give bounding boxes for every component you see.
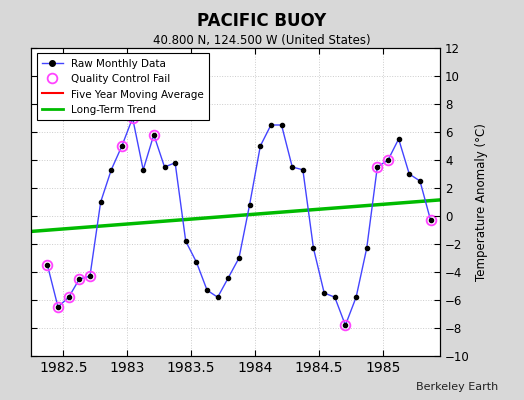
Legend: Raw Monthly Data, Quality Control Fail, Five Year Moving Average, Long-Term Tren: Raw Monthly Data, Quality Control Fail, … xyxy=(37,53,209,120)
Text: 40.800 N, 124.500 W (United States): 40.800 N, 124.500 W (United States) xyxy=(153,34,371,47)
Y-axis label: Temperature Anomaly (°C): Temperature Anomaly (°C) xyxy=(475,123,488,281)
Text: Berkeley Earth: Berkeley Earth xyxy=(416,382,498,392)
Text: PACIFIC BUOY: PACIFIC BUOY xyxy=(198,12,326,30)
